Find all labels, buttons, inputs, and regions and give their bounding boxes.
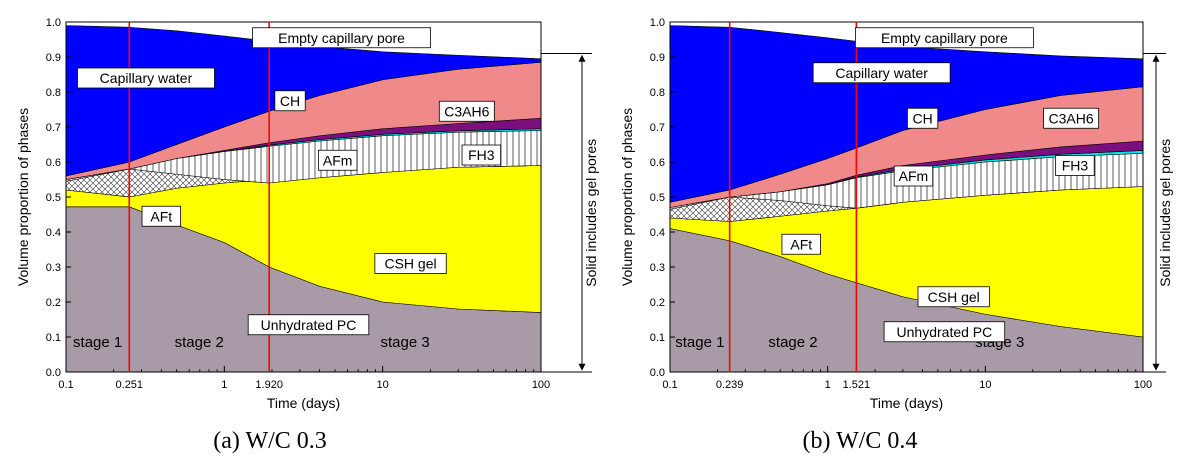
y-tick-label: 0.0: [46, 367, 61, 379]
stage-label: stage 1: [73, 334, 122, 351]
x-tick-label: 0.1: [58, 379, 73, 391]
y-tick-label: 1.0: [650, 17, 665, 29]
phase-label-box: [781, 233, 821, 255]
phase-label-aft: AFt: [790, 236, 812, 252]
y-tick-label: 0.7: [650, 122, 665, 134]
phase-label-capillary-water: Capillary water: [835, 65, 928, 81]
chart-panel-b: 0.00.10.20.30.40.50.60.70.80.91.00.1 1 10 1…: [619, 17, 1173, 454]
phase-label-box: [917, 286, 990, 308]
x-tick-label: 0.1: [662, 379, 677, 391]
y-tick-label: 0.6: [46, 157, 61, 169]
y-tick-label: 0.9: [46, 52, 61, 64]
stage-marker-label: 0.239: [716, 379, 744, 391]
phase-label-box: [77, 67, 215, 89]
phase-label-empty-capillary-pore: Empty capillary pore: [278, 30, 405, 46]
y-tick-label: 0.1: [650, 332, 665, 344]
x-tick-label: 1: [221, 379, 227, 391]
phase-label-box: [141, 205, 182, 227]
phase-label-csh-gel: CSH gel: [384, 256, 436, 272]
stage-marker-label: 1.920: [255, 379, 283, 391]
figure-caption: (a) W/C 0.3: [213, 428, 327, 454]
phase-label-fh3: FH3: [1062, 158, 1089, 174]
x-tick-label: 100: [1134, 379, 1152, 391]
phase-label-afm: AFm: [323, 152, 353, 168]
phase-label-unhydrated-pc: Unhydrated PC: [261, 317, 357, 333]
right-annotation-label: Solid includes gel pores: [1157, 139, 1173, 287]
x-tick-label: 1: [825, 379, 831, 391]
stage-marker-label: 1.521: [843, 379, 871, 391]
y-axis-title: Volume proportion of phases: [619, 108, 635, 286]
figure-caption: (b) W/C 0.4: [803, 428, 918, 454]
phase-label-csh-gel: CSH gel: [928, 289, 980, 305]
chart-panel-a: 0.00.10.20.30.40.50.60.70.80.91.00.1 1 10 1…: [15, 17, 599, 454]
phase-label-aft: AFt: [150, 208, 172, 224]
y-tick-label: 0.9: [650, 52, 665, 64]
phase-label-c3ah6: C3AH6: [1049, 110, 1094, 126]
phase-label-c3ah6: C3AH6: [444, 103, 489, 119]
y-tick-label: 0.5: [46, 192, 61, 204]
phase-label-afm: AFm: [899, 168, 929, 184]
stage-label: stage 2: [175, 334, 224, 351]
phase-label-unhydrated-pc: Unhydrated PC: [897, 324, 993, 340]
phase-label-box: [1055, 155, 1095, 176]
x-axis-title: Time (days): [267, 395, 340, 411]
phase-label-box: [374, 253, 447, 274]
phase-label-fh3: FH3: [468, 147, 495, 163]
x-tick-label: 100: [532, 379, 550, 391]
y-tick-label: 0.4: [650, 227, 665, 239]
stage-label: stage 2: [768, 334, 817, 351]
y-tick-label: 0.8: [46, 87, 61, 99]
phase-label-box: [247, 314, 370, 336]
y-tick-label: 0.5: [650, 192, 665, 204]
phase-label-box: [274, 90, 306, 112]
y-tick-label: 1.0: [46, 17, 61, 29]
y-tick-label: 0.0: [650, 367, 665, 379]
y-axis-title: Volume proportion of phases: [15, 108, 31, 286]
phase-label-ch: CH: [280, 93, 300, 109]
right-annotation-label: Solid includes gel pores: [583, 139, 599, 287]
phase-label-box: [252, 27, 431, 49]
y-tick-label: 0.2: [46, 297, 61, 309]
y-tick-label: 0.2: [650, 297, 665, 309]
phase-label-box: [893, 165, 934, 187]
phase-label-box: [438, 100, 495, 122]
phase-label-box: [854, 27, 1034, 49]
stage-label: stage 3: [380, 334, 429, 351]
phase-label-ch: CH: [912, 110, 932, 126]
y-tick-label: 0.4: [46, 227, 61, 239]
y-tick-label: 0.3: [46, 262, 61, 274]
phase-label-box: [1043, 107, 1100, 129]
y-tick-label: 0.6: [650, 157, 665, 169]
phase-label-box: [812, 62, 951, 84]
phase-label-box: [883, 321, 1006, 343]
phase-label-empty-capillary-pore: Empty capillary pore: [881, 30, 1008, 46]
y-tick-label: 0.8: [650, 87, 665, 99]
x-tick-label: 10: [979, 379, 991, 391]
x-axis-title: Time (days): [870, 395, 943, 411]
y-tick-label: 0.7: [46, 122, 61, 134]
phase-label-box: [318, 149, 358, 171]
y-tick-label: 0.3: [650, 262, 665, 274]
phase-label-box: [461, 144, 502, 166]
stage-marker-label: 0.251: [116, 379, 144, 391]
stage-label: stage 1: [675, 334, 724, 351]
phase-label-capillary-water: Capillary water: [100, 70, 193, 86]
y-tick-label: 0.1: [46, 332, 61, 344]
phase-label-box: [906, 107, 939, 129]
x-tick-label: 10: [377, 379, 389, 391]
